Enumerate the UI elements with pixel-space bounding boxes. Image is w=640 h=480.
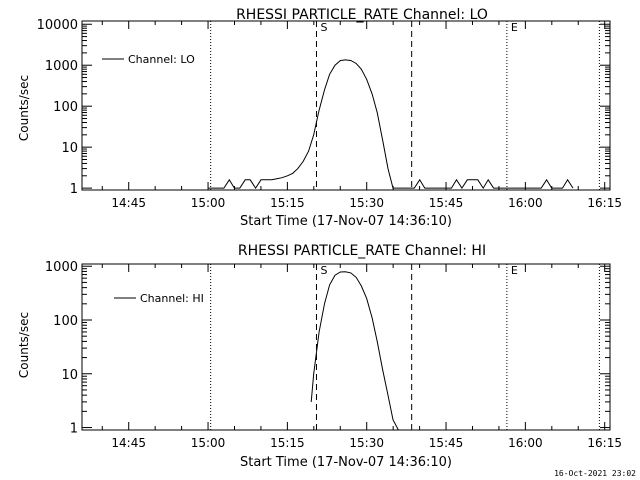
x-tick-label: 15:45 xyxy=(429,196,464,210)
chart-title-lo: RHESSI PARTICLE_RATE Channel: LO xyxy=(236,7,488,23)
x-tick-label: 15:30 xyxy=(349,196,384,210)
lo-channel-panel: RHESSI PARTICLE_RATE Channel: LO Counts/… xyxy=(17,7,622,229)
x-tick-label: 15:00 xyxy=(191,436,226,450)
series-line xyxy=(310,271,399,431)
y-tick-label: 10000 xyxy=(37,18,78,33)
plot-frame xyxy=(81,263,611,431)
x-tick-label: 14:45 xyxy=(111,196,146,210)
y-tick-label: 1000 xyxy=(45,260,78,275)
y-axis-label-lo: Counts/sec xyxy=(17,75,31,141)
y-tick-label: 1 xyxy=(70,182,78,197)
y-tick-label: 10 xyxy=(61,368,78,383)
x-tick-label: 16:15 xyxy=(587,436,622,450)
x-tick-label: 15:15 xyxy=(270,436,305,450)
hi-channel-panel: RHESSI PARTICLE_RATE Channel: HI Counts/… xyxy=(17,243,622,470)
chart-title-hi: RHESSI PARTICLE_RATE Channel: HI xyxy=(238,243,486,259)
x-axis-label-hi: Start Time (17-Nov-07 14:36:10) xyxy=(240,455,452,470)
generation-timestamp: 16-Oct-2021 23:02 xyxy=(554,469,636,478)
y-tick-label: 100 xyxy=(53,314,78,329)
marker-label: E xyxy=(511,264,518,277)
legend-label-lo: Channel: LO xyxy=(128,53,195,66)
x-tick-label: 15:15 xyxy=(270,196,305,210)
x-tick-label: 16:00 xyxy=(508,436,543,450)
marker-label: S xyxy=(320,264,327,277)
plot-frame xyxy=(81,20,611,191)
y-tick-label: 100 xyxy=(53,100,78,115)
legend-label-hi: Channel: HI xyxy=(140,292,204,305)
x-tick-label: 14:45 xyxy=(111,436,146,450)
series-line xyxy=(208,59,574,190)
x-tick-label: 16:15 xyxy=(587,196,622,210)
x-tick-label: 15:00 xyxy=(191,196,226,210)
marker-label: E xyxy=(511,21,518,34)
y-axis-label-hi: Counts/sec xyxy=(17,312,31,378)
y-tick-label: 1 xyxy=(70,422,78,437)
marker-label: S xyxy=(320,21,327,34)
y-tick-label: 10 xyxy=(61,141,78,156)
x-axis-label-lo: Start Time (17-Nov-07 14:36:10) xyxy=(240,214,452,229)
x-tick-label: 16:00 xyxy=(508,196,543,210)
x-tick-label: 15:45 xyxy=(429,436,464,450)
y-tick-label: 1000 xyxy=(45,59,78,74)
x-tick-label: 15:30 xyxy=(349,436,384,450)
